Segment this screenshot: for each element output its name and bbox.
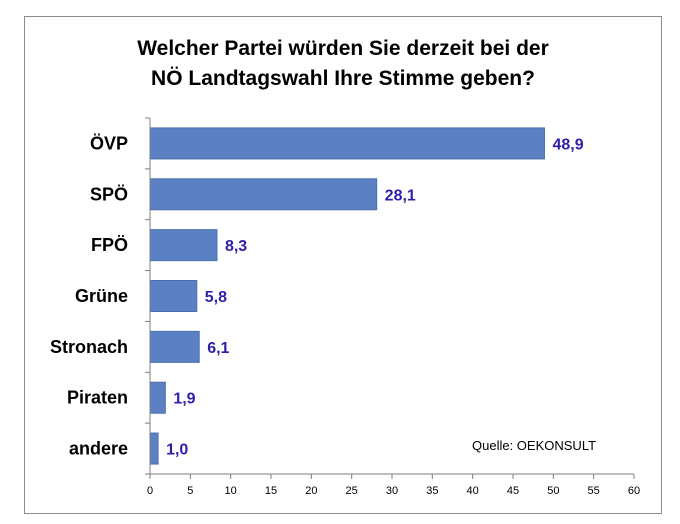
bar-övp [149,127,545,160]
chart-frame [24,16,662,514]
x-tick-label: 35 [426,485,438,497]
x-tick-label: 55 [588,485,600,497]
x-tick-label: 10 [225,485,237,497]
bar-spö [149,178,378,211]
x-tick-label: 45 [507,485,519,497]
value-label: 1,0 [166,442,188,459]
bar-stronach [149,330,200,363]
value-label: 6,1 [207,340,229,357]
bar-fpö [149,229,218,262]
category-label: SPÖ [90,184,128,204]
chart-title-line-1: Welcher Partei würden Sie derzeit bei de… [137,37,549,60]
value-label: 8,3 [225,238,247,255]
x-tick-label: 0 [147,485,153,497]
category-label: FPÖ [91,235,128,255]
x-tick-label: 50 [547,485,559,497]
source-annotation: Quelle: OEKONSULT [472,438,596,453]
x-tick-label: 30 [386,485,398,497]
category-label: Grüne [75,286,128,306]
category-label: Piraten [67,388,128,408]
value-label: 48,9 [552,136,583,153]
chart-title: Welcher Partei würden Sie derzeit bei de… [24,34,662,94]
category-label: Stronach [50,337,128,357]
value-label: 28,1 [385,187,416,204]
value-label: 1,9 [173,391,195,408]
value-label: 5,8 [205,289,227,306]
bar-grüne [149,280,198,312]
x-tick-label: 15 [265,485,277,497]
x-tick-label: 5 [187,485,193,497]
x-tick-label: 40 [467,485,479,497]
bar-andere [149,432,159,465]
bar-piraten [149,381,166,414]
chart-title-line-2: NÖ Landtagswahl Ihre Stimme geben? [151,67,535,90]
x-tick-label: 20 [305,485,317,497]
x-tick-label: 25 [346,485,358,497]
x-tick-label: 60 [628,485,640,497]
category-label: ÖVP [90,133,128,153]
category-label: andere [69,439,128,459]
